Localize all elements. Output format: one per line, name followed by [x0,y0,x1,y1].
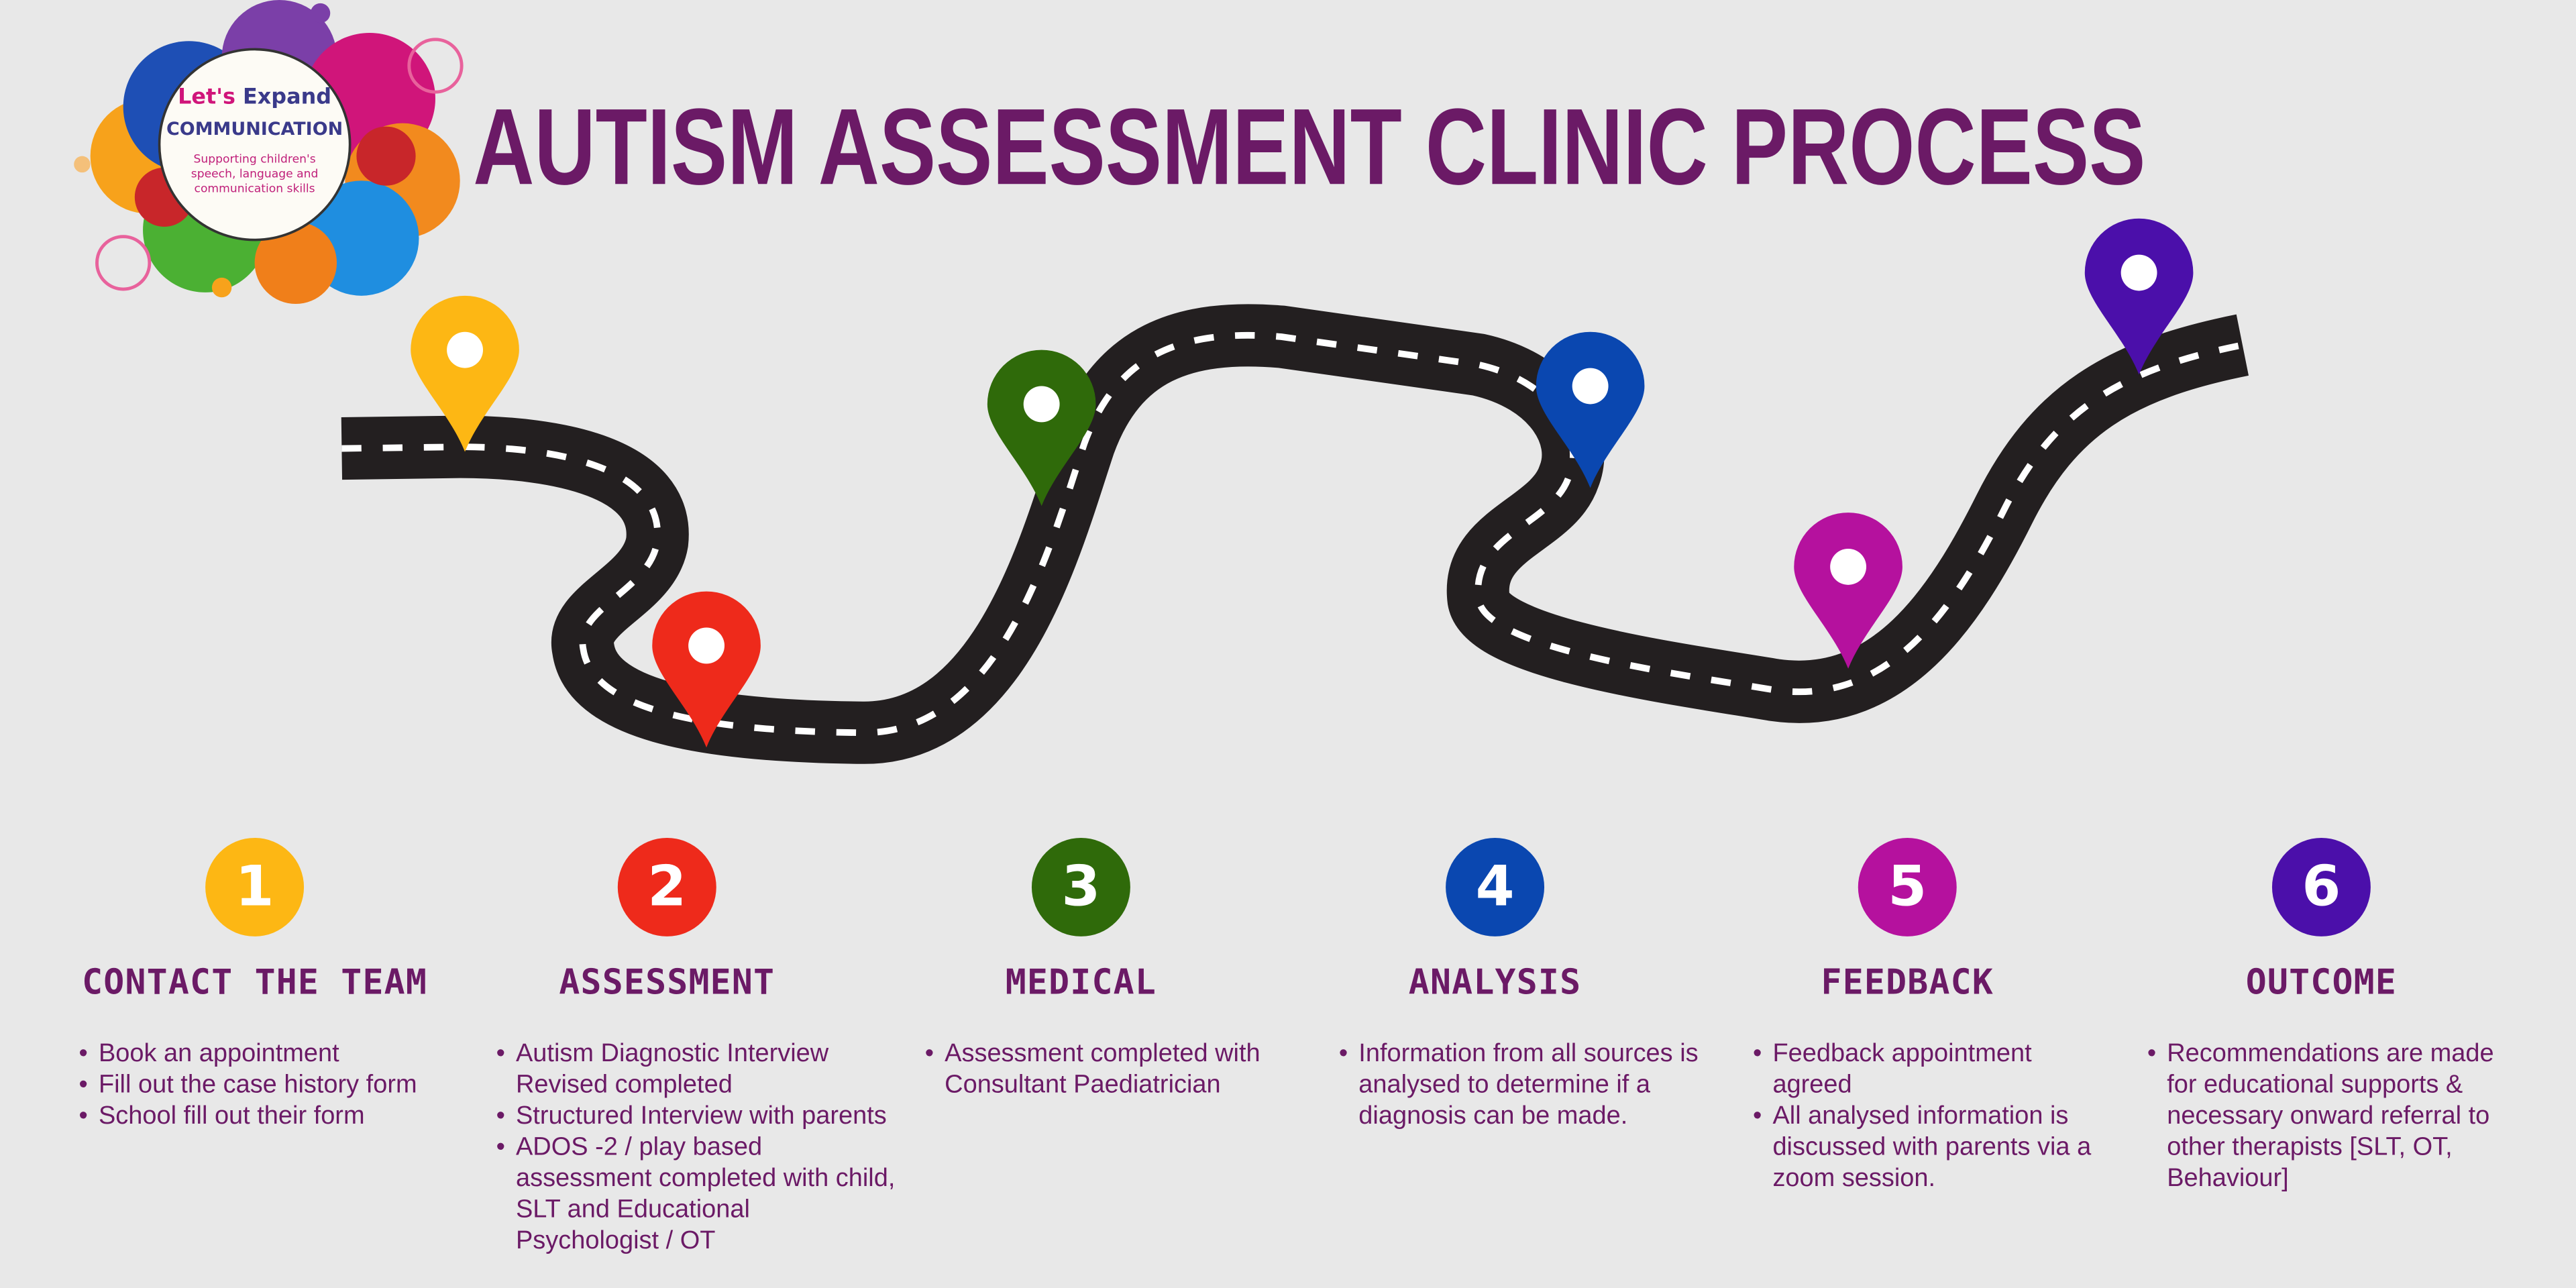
bullet-item: Feedback appointment agreed [1753,1038,2117,1101]
bullet-item: Recommendations are made for educational… [2147,1038,2520,1195]
step-number-badge: 1 [205,837,305,936]
page-title: AUTISM ASSESSMENT CLINIC PROCESS [473,91,2145,205]
logo-communication: COMMUNICATION [166,118,343,140]
bullet-item: All analysed information is discussed wi… [1753,1101,2117,1195]
bullet-item: Book an appointment [79,1038,493,1070]
step-heading: ASSESSMENT [559,963,775,1002]
step-number-badge: 2 [617,837,716,936]
logo-title: Let's Expand [164,85,345,110]
step-bullet-list: Recommendations are made for educational… [2147,1038,2520,1195]
step-heading: CONTACT THE TEAM [82,963,428,1002]
page-title-text: AUTISM ASSESSMENT CLINIC PROCESS [473,91,2145,205]
location-pin-icon [2084,218,2194,375]
step-bullet-list: Autism Diagnostic Interview Revised comp… [496,1038,898,1257]
logo-lets: Let's [178,85,235,111]
step-bullet-list: Book an appointmentFill out the case his… [79,1038,493,1132]
bullet-item: Information from all sources is analysed… [1339,1038,1703,1132]
location-pin-icon [1536,331,1645,488]
step-heading: FEEDBACK [1821,963,1994,1002]
bullet-item: ADOS -2 / play based assessment complete… [496,1132,897,1256]
road-map [341,218,2249,764]
step-number-badge: 3 [1031,837,1130,936]
bullet-item: School fill out their form [79,1101,493,1132]
step-heading: ANALYSIS [1408,963,1582,1002]
logo-expand: Expand [243,85,332,111]
logo-bubbles-icon [74,0,464,305]
step-heading: OUTCOME [2245,963,2398,1002]
step-number-badge: 6 [2271,837,2371,936]
logo-tagline: Supporting children's speech, language a… [191,152,319,196]
bullet-item: Fill out the case history form [79,1069,493,1101]
step-bullet-list: Assessment completed with Consultant Pae… [925,1038,1273,1101]
bullet-item: Assessment completed with Consultant Pae… [925,1038,1273,1101]
step-bullet-list: Feedback appointment agreedAll analysed … [1753,1038,2118,1195]
location-pin-icon [411,295,519,452]
location-pin-icon [1794,513,1902,669]
step-heading: MEDICAL [1005,963,1157,1002]
location-pin-icon [987,350,1096,506]
location-pin-icon [652,591,761,748]
step-bullet-list: Information from all sources is analysed… [1339,1038,1704,1132]
step-number-badge: 4 [1446,837,1545,936]
road [341,304,2249,764]
bullet-item: Structured Interview with parents [496,1101,897,1132]
step-number-badge: 5 [1858,837,1957,936]
bullet-item: Autism Diagnostic Interview Revised comp… [496,1038,897,1101]
